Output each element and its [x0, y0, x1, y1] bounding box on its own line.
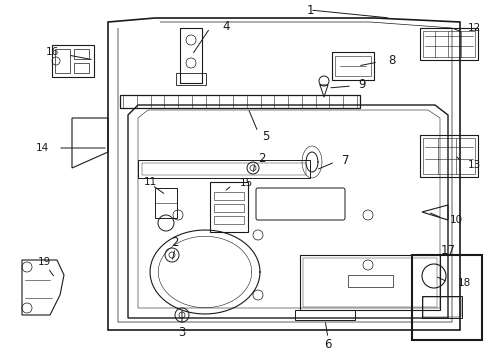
- Bar: [419, 135, 477, 177]
- Bar: [411, 255, 481, 340]
- Bar: [52, 45, 94, 77]
- Bar: [214, 216, 244, 224]
- Bar: [74, 49, 89, 59]
- Bar: [421, 296, 461, 318]
- Text: 7: 7: [341, 153, 349, 166]
- Bar: [209, 182, 247, 232]
- Text: 8: 8: [387, 54, 395, 67]
- Bar: [334, 56, 370, 76]
- Bar: [55, 49, 70, 73]
- Bar: [299, 255, 439, 310]
- Text: 17: 17: [440, 243, 454, 256]
- Text: 12: 12: [467, 23, 480, 33]
- Bar: [419, 28, 477, 60]
- Bar: [422, 138, 474, 174]
- Text: 15: 15: [240, 178, 253, 188]
- Text: 16: 16: [45, 47, 59, 57]
- Text: 19: 19: [37, 257, 51, 267]
- Bar: [138, 160, 309, 178]
- Bar: [214, 204, 244, 212]
- Text: 5: 5: [262, 130, 269, 143]
- Text: 1: 1: [305, 4, 313, 17]
- Text: 4: 4: [222, 19, 229, 32]
- Text: 6: 6: [324, 338, 331, 351]
- Text: 2: 2: [171, 237, 179, 249]
- Bar: [155, 188, 177, 218]
- Text: 13: 13: [467, 160, 480, 170]
- Bar: [176, 73, 205, 85]
- Bar: [347, 275, 392, 287]
- Bar: [180, 28, 202, 83]
- Bar: [422, 31, 474, 57]
- Text: 18: 18: [457, 278, 470, 288]
- Text: 3: 3: [178, 325, 185, 338]
- Bar: [120, 95, 359, 108]
- Text: 2: 2: [258, 152, 265, 165]
- Bar: [142, 163, 305, 175]
- Bar: [294, 310, 354, 320]
- Bar: [214, 192, 244, 200]
- Text: 14: 14: [35, 143, 48, 153]
- Text: 11: 11: [143, 177, 156, 187]
- Bar: [331, 52, 373, 80]
- Text: 9: 9: [357, 78, 365, 91]
- Bar: [303, 258, 436, 307]
- Bar: [74, 63, 89, 73]
- Text: 10: 10: [449, 215, 462, 225]
